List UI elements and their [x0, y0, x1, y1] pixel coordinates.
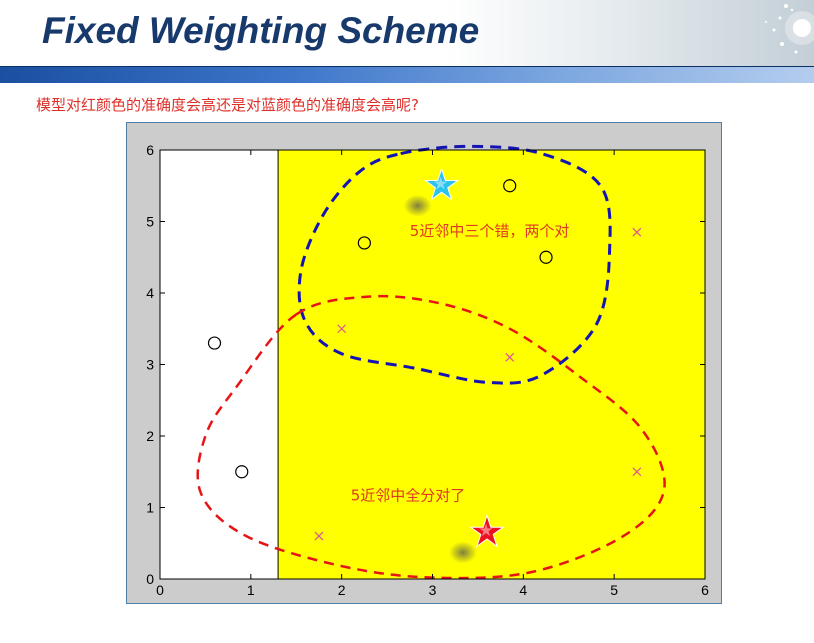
y-tick-label: 6 [146, 142, 154, 158]
x-tick-label: 2 [338, 582, 346, 598]
sparkle-decoration-icon [765, 4, 814, 54]
x-tick-label: 3 [429, 582, 437, 598]
question-text: 模型对红颜色的准确度会高还是对蓝颜色的准确度会高呢? [36, 96, 419, 114]
x-tick-label: 6 [701, 582, 709, 598]
y-tick-label: 1 [146, 500, 154, 516]
cross-point [505, 352, 515, 362]
y-tick-label: 4 [146, 285, 154, 301]
blue-query-star [423, 167, 460, 201]
circle-point [503, 179, 517, 193]
slide-title: Fixed Weighting Scheme [42, 10, 480, 51]
red-query-star [469, 513, 505, 548]
x-tick-label: 4 [519, 582, 527, 598]
star-shadow [449, 541, 477, 564]
y-tick-label: 3 [146, 357, 154, 373]
circle-point [357, 236, 371, 250]
cross-point [337, 324, 347, 334]
annotation-red-neighbors: 5近邻中全分对了 [351, 486, 466, 504]
plot-region-right [278, 150, 705, 579]
cross-point [314, 531, 324, 541]
circle-point [235, 465, 249, 479]
knn-scatter-chart: 0 1 2 3 4 5 6 0 1 2 3 4 5 6 5近邻中三个错，两个对 5近邻中全分对了 [146, 142, 709, 598]
knn-figure: 0 1 2 3 4 5 6 0 1 2 3 4 5 6 5近邻中三个错，两个对 5近邻中全分对了 [126, 122, 722, 604]
cross-point [632, 467, 642, 477]
blue-neighborhood-outline [297, 144, 612, 385]
header-band: Fixed Weighting Scheme [0, 0, 814, 68]
plot-region-left [160, 150, 279, 579]
circle-point [207, 336, 222, 350]
star-highlight [433, 176, 448, 190]
x-tick-label: 0 [156, 582, 164, 598]
star-shadow [403, 194, 432, 217]
y-tick-label: 5 [146, 214, 154, 230]
y-tick-label: 0 [146, 571, 154, 587]
red-neighborhood-outline [196, 294, 666, 580]
x-tick-label: 5 [610, 582, 618, 598]
x-tick-label: 1 [247, 582, 255, 598]
annotation-blue-neighbors: 5近邻中三个错，两个对 [410, 222, 570, 240]
header-rule [0, 66, 814, 83]
circle-point [539, 250, 553, 264]
cross-point [632, 227, 642, 237]
y-tick-label: 2 [146, 428, 154, 444]
star-highlight [479, 523, 493, 537]
